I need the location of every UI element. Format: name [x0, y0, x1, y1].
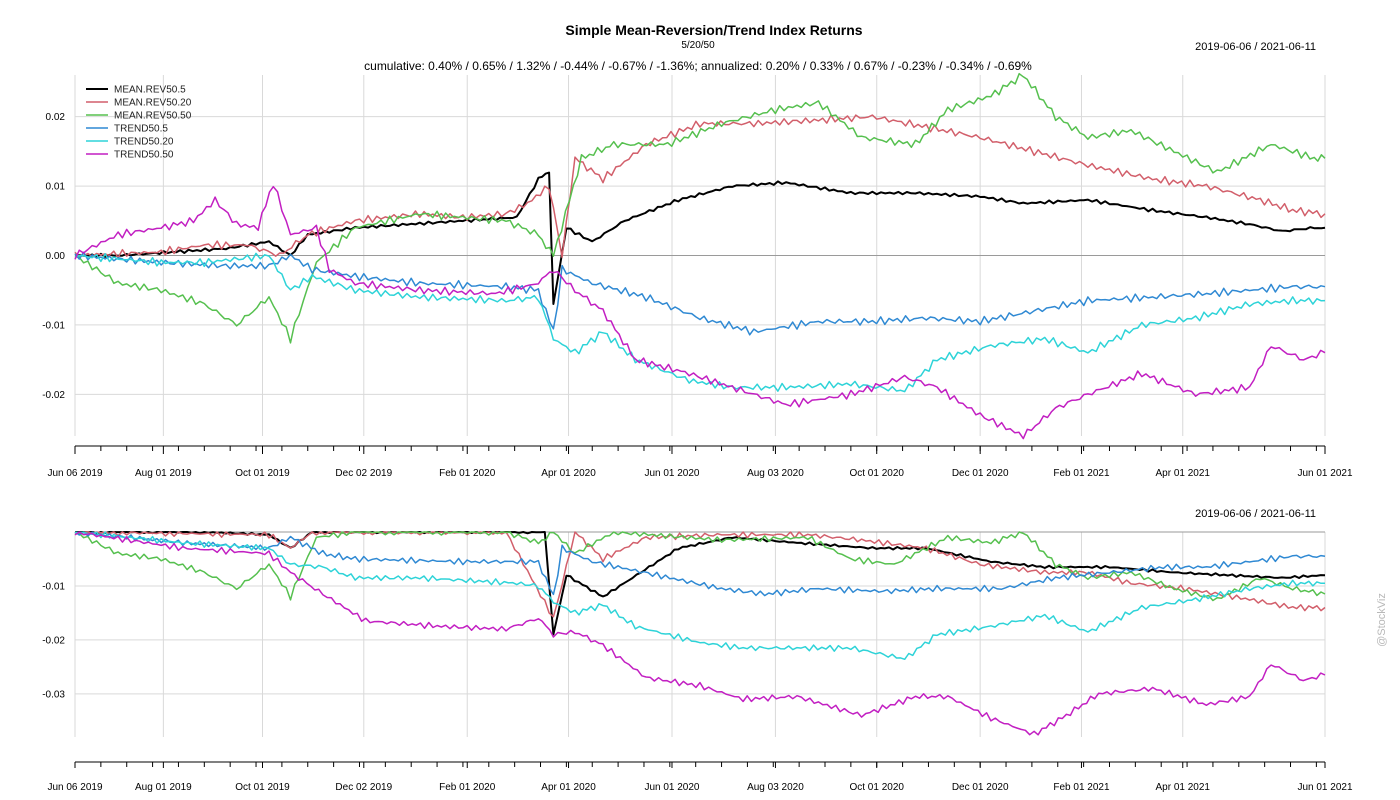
x-tick-label: Aug 01 2019: [135, 782, 192, 793]
y-tick-label: 0.01: [46, 182, 66, 193]
chart-title: Simple Mean-Reversion/Trend Index Return…: [565, 22, 862, 38]
x-tick-label: Dec 02 2019: [335, 468, 392, 479]
y-tick-label: -0.02: [42, 635, 65, 646]
x-tick-label: Jun 06 2019: [47, 782, 102, 793]
bottom-panel-date-range: 2019-06-06 / 2021-06-11: [1195, 508, 1316, 520]
drawdown-line-mean-rev50-20: [74, 531, 1326, 618]
x-tick-label: Feb 01 2020: [439, 468, 496, 479]
y-tick-label: -0.01: [42, 581, 65, 592]
x-tick-label: Jun 01 2020: [644, 468, 699, 479]
x-tick-label: Feb 01 2021: [1053, 782, 1110, 793]
y-tick-label: -0.02: [42, 390, 65, 401]
drawdown-line-trend50-5: [74, 531, 1326, 597]
x-tick-label: Feb 01 2021: [1053, 468, 1110, 479]
series-line-mean-rev50-20: [74, 114, 1326, 259]
legend-label-trend50-5: TREND50.5: [114, 124, 168, 135]
x-tick-label: Feb 01 2020: [439, 782, 496, 793]
watermark: @StockViz: [1376, 593, 1388, 647]
x-tick-label: Apr 01 2021: [1156, 782, 1211, 793]
series-line-trend50-20: [74, 252, 1326, 393]
series-line-trend50-50: [74, 185, 1326, 440]
x-tick-label: Jun 01 2020: [644, 782, 699, 793]
legend: MEAN.REV50.5 MEAN.REV50.20 MEAN.REV50.50 TR…: [86, 85, 192, 161]
drawdown-line-trend50-50: [74, 531, 1326, 736]
drawdown-line-trend50-20: [74, 531, 1325, 661]
y-tick-label: 0.02: [46, 112, 66, 123]
x-tick-label: Jun 01 2021: [1297, 782, 1352, 793]
x-tick-label: Aug 03 2020: [747, 782, 804, 793]
x-tick-label: Dec 01 2020: [952, 782, 1009, 793]
legend-label-mean-rev50-20: MEAN.REV50.20: [114, 98, 192, 109]
series-line-mean-rev50-5: [74, 171, 1326, 305]
series-line-trend50-5: [74, 251, 1326, 336]
returns-panel: -0.02 -0.01 0.00 0.01 0.02 Jun 06 2019 Aug 01 …: [42, 72, 1353, 479]
x-tick-label: Aug 01 2019: [135, 468, 192, 479]
y-tick-label: -0.03: [42, 689, 65, 700]
legend-label-trend50-20: TREND50.20: [114, 137, 174, 148]
x-tick-label: Oct 01 2019: [235, 782, 290, 793]
drawdown-panel: -0.03 -0.02 -0.01 Jun 06 2019 Aug 01 2019 Oct…: [42, 531, 1353, 793]
legend-label-mean-rev50-5: MEAN.REV50.5: [114, 85, 186, 96]
x-tick-label: Oct 01 2020: [849, 468, 904, 479]
chart-subtitle: 5/20/50: [681, 40, 715, 51]
stats-text: cumulative: 0.40% / 0.65% / 1.32% / -0.4…: [364, 59, 1032, 73]
legend-label-mean-rev50-50: MEAN.REV50.50: [114, 111, 192, 122]
x-tick-label: Aug 03 2020: [747, 468, 804, 479]
legend-label-trend50-50: TREND50.50: [114, 150, 174, 161]
x-tick-label: Jun 01 2021: [1297, 468, 1352, 479]
x-tick-label: Apr 01 2020: [541, 468, 596, 479]
drawdown-line-mean-rev50-50: [74, 531, 1326, 602]
x-tick-label: Oct 01 2020: [849, 782, 904, 793]
x-tick-label: Apr 01 2020: [541, 782, 596, 793]
x-tick-label: Dec 02 2019: [335, 782, 392, 793]
x-tick-label: Oct 01 2019: [235, 468, 290, 479]
y-tick-label: 0.00: [46, 251, 66, 262]
series-line-mean-rev50-50: [74, 72, 1326, 344]
x-tick-label: Dec 01 2020: [952, 468, 1009, 479]
x-tick-label: Apr 01 2021: [1156, 468, 1211, 479]
top-panel-date-range: 2019-06-06 / 2021-06-11: [1195, 41, 1316, 53]
x-tick-label: Jun 06 2019: [47, 468, 102, 479]
y-tick-label: -0.01: [42, 320, 65, 331]
